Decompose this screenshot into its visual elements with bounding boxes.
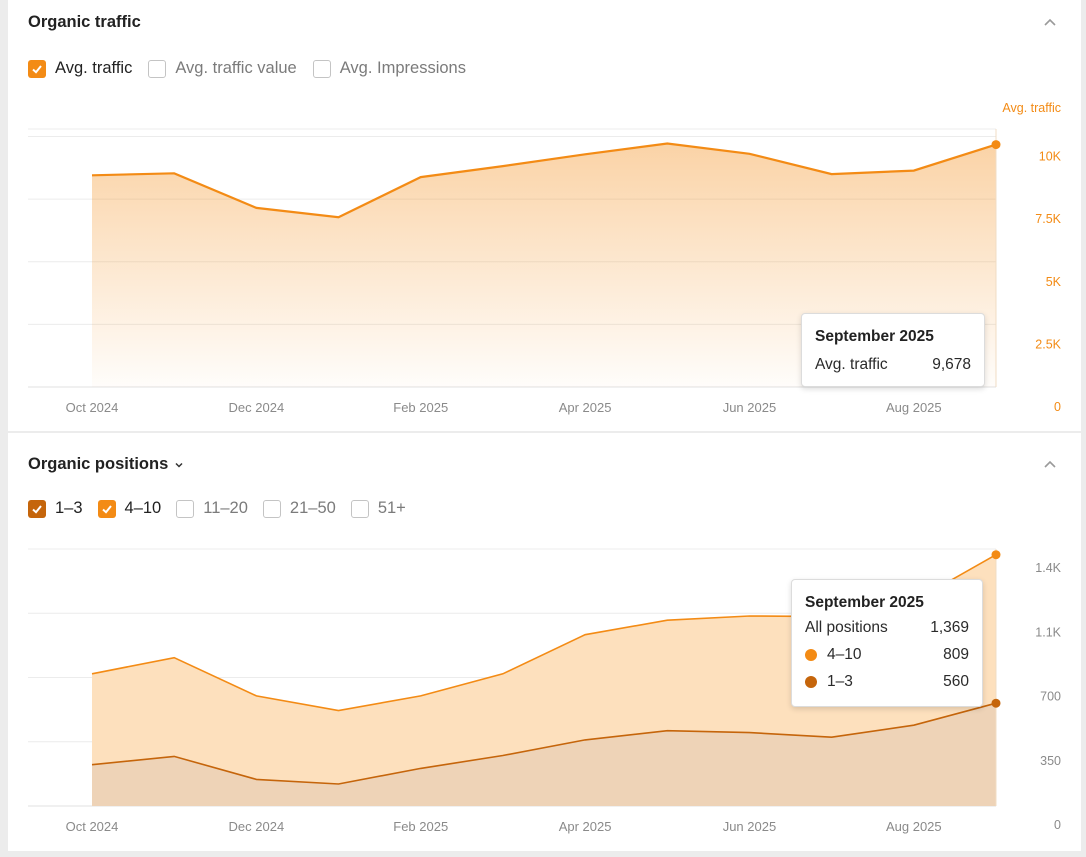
- y-axis-title: Avg. traffic: [1002, 101, 1061, 115]
- y-tick-label: 0: [1054, 400, 1061, 414]
- tooltip-row-value: 9,678: [932, 356, 971, 373]
- checkbox-avg-traffic-value[interactable]: [148, 59, 167, 78]
- x-tick-label: Aug 2025: [886, 819, 942, 834]
- checkmark-icon: [32, 504, 42, 514]
- organic-positions-chart[interactable]: 0 350 700 1.1K 1.4K Oct 2024 Dec 2024 Feb 2025 A…: [8, 433, 1081, 851]
- y-tick-label: 10K: [1039, 150, 1062, 164]
- y-tick-label: 5K: [1046, 275, 1062, 289]
- tooltip-row-label: 4–10: [827, 645, 862, 663]
- checkbox-51-plus[interactable]: [350, 499, 369, 518]
- tooltip-row-label: 1–3: [827, 672, 853, 690]
- filter-label-avg-traffic-value: Avg. traffic value: [175, 59, 297, 77]
- series-point-1–3: [991, 698, 1001, 708]
- x-tick-label: Apr 2025: [559, 819, 612, 834]
- organic-traffic-panel: Organic traffic Avg. traffic Avg. traffi…: [8, 0, 1081, 431]
- checkbox-avg-impressions[interactable]: [312, 59, 331, 78]
- traffic-tooltip: September 2025 Avg. traffic 9,678: [801, 313, 985, 387]
- series-point-Avg. traffic: [991, 140, 1001, 150]
- series-area-Avg. traffic: [92, 143, 996, 387]
- x-tick-label: Aug 2025: [886, 400, 942, 415]
- y-tick-label: 350: [1040, 754, 1061, 768]
- filter-label-avg-traffic: Avg. traffic: [55, 59, 133, 77]
- filter-avg-impressions[interactable]: Avg. Impressions: [312, 59, 466, 78]
- checkbox-avg-traffic[interactable]: [28, 59, 46, 78]
- position-range-filters: 1–3 4–10 11–20 21–50 51+: [28, 499, 421, 518]
- chevron-down-icon[interactable]: [174, 460, 184, 470]
- x-tick-label: Dec 2024: [229, 819, 285, 834]
- tooltip-row-1-3: 1–3 560: [805, 668, 969, 695]
- series-line-1–3: [91, 702, 997, 785]
- y-tick-label: 1.4K: [1035, 561, 1061, 575]
- tooltip-row-label: All positions: [805, 618, 888, 636]
- filter-label-51-plus: 51+: [377, 499, 406, 517]
- x-tick-label: Apr 2025: [559, 400, 612, 415]
- filter-1-3[interactable]: 1–3: [28, 499, 83, 518]
- tooltip-row-value: 809: [943, 645, 969, 663]
- organic-positions-title[interactable]: Organic positions: [28, 455, 184, 474]
- y-tick-label: 0: [1054, 818, 1061, 832]
- y-tick-label: 700: [1040, 690, 1061, 704]
- tooltip-row-label: Avg. traffic: [815, 356, 888, 373]
- traffic-metric-filters: Avg. traffic Avg. traffic value Avg. Imp…: [28, 59, 482, 78]
- tooltip-row-value: 560: [943, 672, 969, 690]
- x-tick-label: Jun 2025: [723, 819, 777, 834]
- y-tick-label: 2.5K: [1035, 337, 1061, 351]
- series-point-4–10: [991, 550, 1001, 560]
- tooltip-row-4-10: 4–10 809: [805, 641, 969, 668]
- organic-traffic-chart[interactable]: 0 2.5K 5K 7.5K 10K Avg. traffic Oct 2024 Dec 20…: [8, 0, 1081, 431]
- series-dot-icon: [805, 648, 817, 661]
- series-area-1–3: [92, 703, 996, 806]
- filter-4-10[interactable]: 4–10: [97, 499, 162, 518]
- series-dot-icon: [805, 675, 817, 688]
- x-tick-label: Feb 2025: [393, 400, 448, 415]
- filter-21-50[interactable]: 21–50: [262, 499, 336, 518]
- filter-avg-traffic-value[interactable]: Avg. traffic value: [148, 59, 297, 78]
- series-line-Avg. traffic: [91, 142, 997, 219]
- filter-label-11-20: 11–20: [203, 499, 248, 517]
- tooltip-title: September 2025: [805, 594, 924, 611]
- collapse-caret-icon[interactable]: [1043, 15, 1057, 29]
- filter-label-21-50: 21–50: [289, 499, 336, 517]
- x-tick-label: Oct 2024: [66, 819, 119, 834]
- x-tick-label: Feb 2025: [393, 819, 448, 834]
- y-tick-label: 7.5K: [1035, 212, 1061, 226]
- checkbox-11-20[interactable]: [176, 499, 195, 518]
- filter-avg-traffic[interactable]: Avg. traffic: [28, 59, 132, 78]
- x-tick-label: Oct 2024: [66, 400, 119, 415]
- filter-11-20[interactable]: 11–20: [176, 499, 248, 518]
- y-tick-label: 1.1K: [1035, 625, 1061, 639]
- organic-traffic-title: Organic traffic: [28, 13, 141, 31]
- filter-label-avg-impressions: Avg. Impressions: [339, 59, 466, 77]
- organic-positions-title-text: Organic positions: [28, 455, 169, 473]
- filter-label-1-3: 1–3: [55, 499, 83, 517]
- filter-label-4-10: 4–10: [124, 499, 162, 517]
- checkmark-icon: [32, 64, 42, 74]
- tooltip-row: Avg. traffic 9,678: [815, 354, 971, 376]
- filter-51-plus[interactable]: 51+: [350, 499, 406, 518]
- positions-tooltip: September 2025 All positions 1,369 4–10 …: [791, 579, 983, 707]
- x-tick-label: Dec 2024: [229, 400, 285, 415]
- tooltip-row-all: All positions 1,369: [805, 614, 969, 641]
- checkbox-21-50[interactable]: [262, 499, 281, 518]
- checkbox-4-10[interactable]: [97, 499, 116, 518]
- collapse-caret-icon[interactable]: [1043, 457, 1057, 471]
- organic-positions-panel: Organic positions 1–3 4–10 11–20 21–50 5…: [8, 433, 1081, 851]
- x-tick-label: Jun 2025: [723, 400, 777, 415]
- tooltip-title: September 2025: [815, 328, 934, 345]
- checkmark-icon: [101, 504, 112, 514]
- tooltip-row-value: 1,369: [930, 618, 969, 636]
- checkbox-1-3[interactable]: [28, 499, 46, 518]
